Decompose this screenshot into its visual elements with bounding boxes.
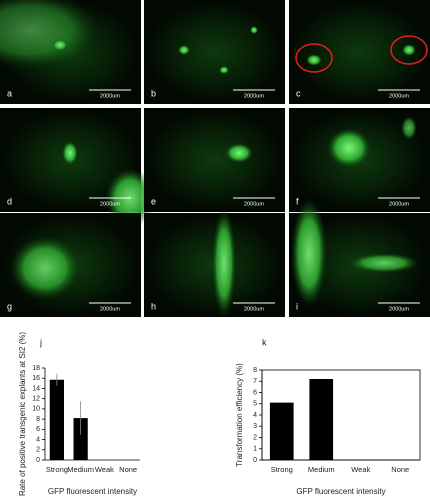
y-tick-label: 8 — [253, 367, 257, 374]
micrograph-panel: b 2000um — [144, 0, 285, 104]
y-tick-label: 14 — [32, 385, 40, 392]
x-tick-label: None — [119, 465, 137, 474]
x-tick-label: Strong — [46, 465, 68, 474]
y-tick-label: 0 — [36, 457, 40, 464]
panel-label: c — [296, 88, 301, 98]
bar — [309, 379, 334, 460]
y-tick-label: 7 — [253, 378, 257, 385]
fluorescence — [62, 141, 78, 165]
micrograph-panel: a 2000um — [0, 0, 141, 104]
y-tick-label: 2 — [253, 434, 257, 441]
x-tick-label: Medium — [308, 465, 335, 474]
bar — [73, 418, 88, 460]
y-axis-label: Rate of positive transgenic explants at … — [18, 332, 27, 496]
fluorescence — [212, 208, 236, 318]
micrograph — [144, 0, 285, 104]
fluorescence — [327, 128, 371, 168]
y-tick-label: 6 — [36, 426, 40, 433]
fluorescence — [291, 198, 327, 308]
fluorescence — [52, 39, 68, 51]
panel-label: g — [7, 301, 12, 311]
y-tick-label: 0 — [253, 457, 257, 464]
y-tick-label: 8 — [36, 416, 40, 423]
y-tick-label: 2 — [36, 447, 40, 454]
panel-label: e — [151, 196, 156, 206]
fluorescence — [10, 236, 80, 300]
panel-label: b — [151, 88, 156, 98]
x-tick-label: Weak — [351, 465, 370, 474]
y-tick-label: 5 — [253, 401, 257, 408]
highlight-circle — [390, 35, 428, 65]
micrograph-panel: f 2000um — [289, 108, 430, 212]
bar — [269, 402, 294, 460]
panel-label: d — [7, 196, 12, 206]
bar — [49, 379, 64, 460]
fluorescence — [0, 0, 100, 70]
scale-bar-label: 2000um — [244, 201, 264, 207]
y-tick-label: 18 — [32, 365, 40, 372]
y-tick-label: 10 — [32, 406, 40, 413]
micrograph-panel: d 2000um — [0, 108, 155, 228]
micrograph-panel: e 2000um — [144, 108, 285, 212]
scale-bar-label: 2000um — [244, 306, 264, 312]
scale-bar-label: 2000um — [100, 306, 120, 312]
scale-bar-label: 2000um — [389, 306, 409, 312]
x-tick-label: Strong — [271, 465, 293, 474]
panel-label: h — [151, 301, 156, 311]
fluorescence — [250, 26, 258, 34]
scale-bar-label: 2000um — [244, 93, 264, 99]
fluorescence — [402, 44, 416, 56]
y-axis-label: Transformation efficiency (%) — [235, 363, 244, 467]
highlight-circle — [295, 43, 333, 73]
scale-bar-label: 2000um — [389, 93, 409, 99]
scale-bar-label: 2000um — [100, 93, 120, 99]
fluorescence — [306, 54, 322, 66]
x-axis-label: GFP fluorescent intensity — [296, 487, 385, 496]
panel-label: f — [296, 196, 299, 206]
micrograph — [144, 108, 285, 212]
micrograph-panel: h 2000um — [144, 208, 285, 318]
micrograph-panel: i 2000um — [289, 198, 430, 317]
panel-label: i — [296, 301, 298, 311]
x-tick-label: Medium — [67, 465, 94, 474]
fluorescence — [219, 66, 229, 74]
plot-frame — [261, 369, 421, 461]
panel-label: j — [39, 337, 42, 347]
y-tick-label: 12 — [32, 396, 40, 403]
fluorescence — [349, 253, 419, 273]
panel-label: k — [262, 337, 267, 347]
scale-bar-label: 2000um — [100, 201, 120, 207]
y-tick-label: 4 — [36, 436, 40, 443]
x-tick-label: None — [391, 465, 409, 474]
micrograph-panel: g 2000um — [0, 213, 141, 317]
y-tick-label: 6 — [253, 389, 257, 396]
y-tick-label: 3 — [253, 423, 257, 430]
x-tick-label: Weak — [95, 465, 114, 474]
fluorescence — [178, 45, 190, 55]
micrograph-panel: c 2000um — [289, 0, 430, 104]
y-tick-label: 16 — [32, 375, 40, 382]
panel-label: a — [7, 88, 12, 98]
y-tick-label: 1 — [253, 446, 257, 453]
fluorescence — [401, 116, 417, 140]
fluorescence — [225, 143, 253, 163]
y-tick-label: 4 — [253, 412, 257, 419]
scale-bar-label: 2000um — [389, 201, 409, 207]
x-axis-label: GFP fluorescent intensity — [48, 487, 137, 496]
